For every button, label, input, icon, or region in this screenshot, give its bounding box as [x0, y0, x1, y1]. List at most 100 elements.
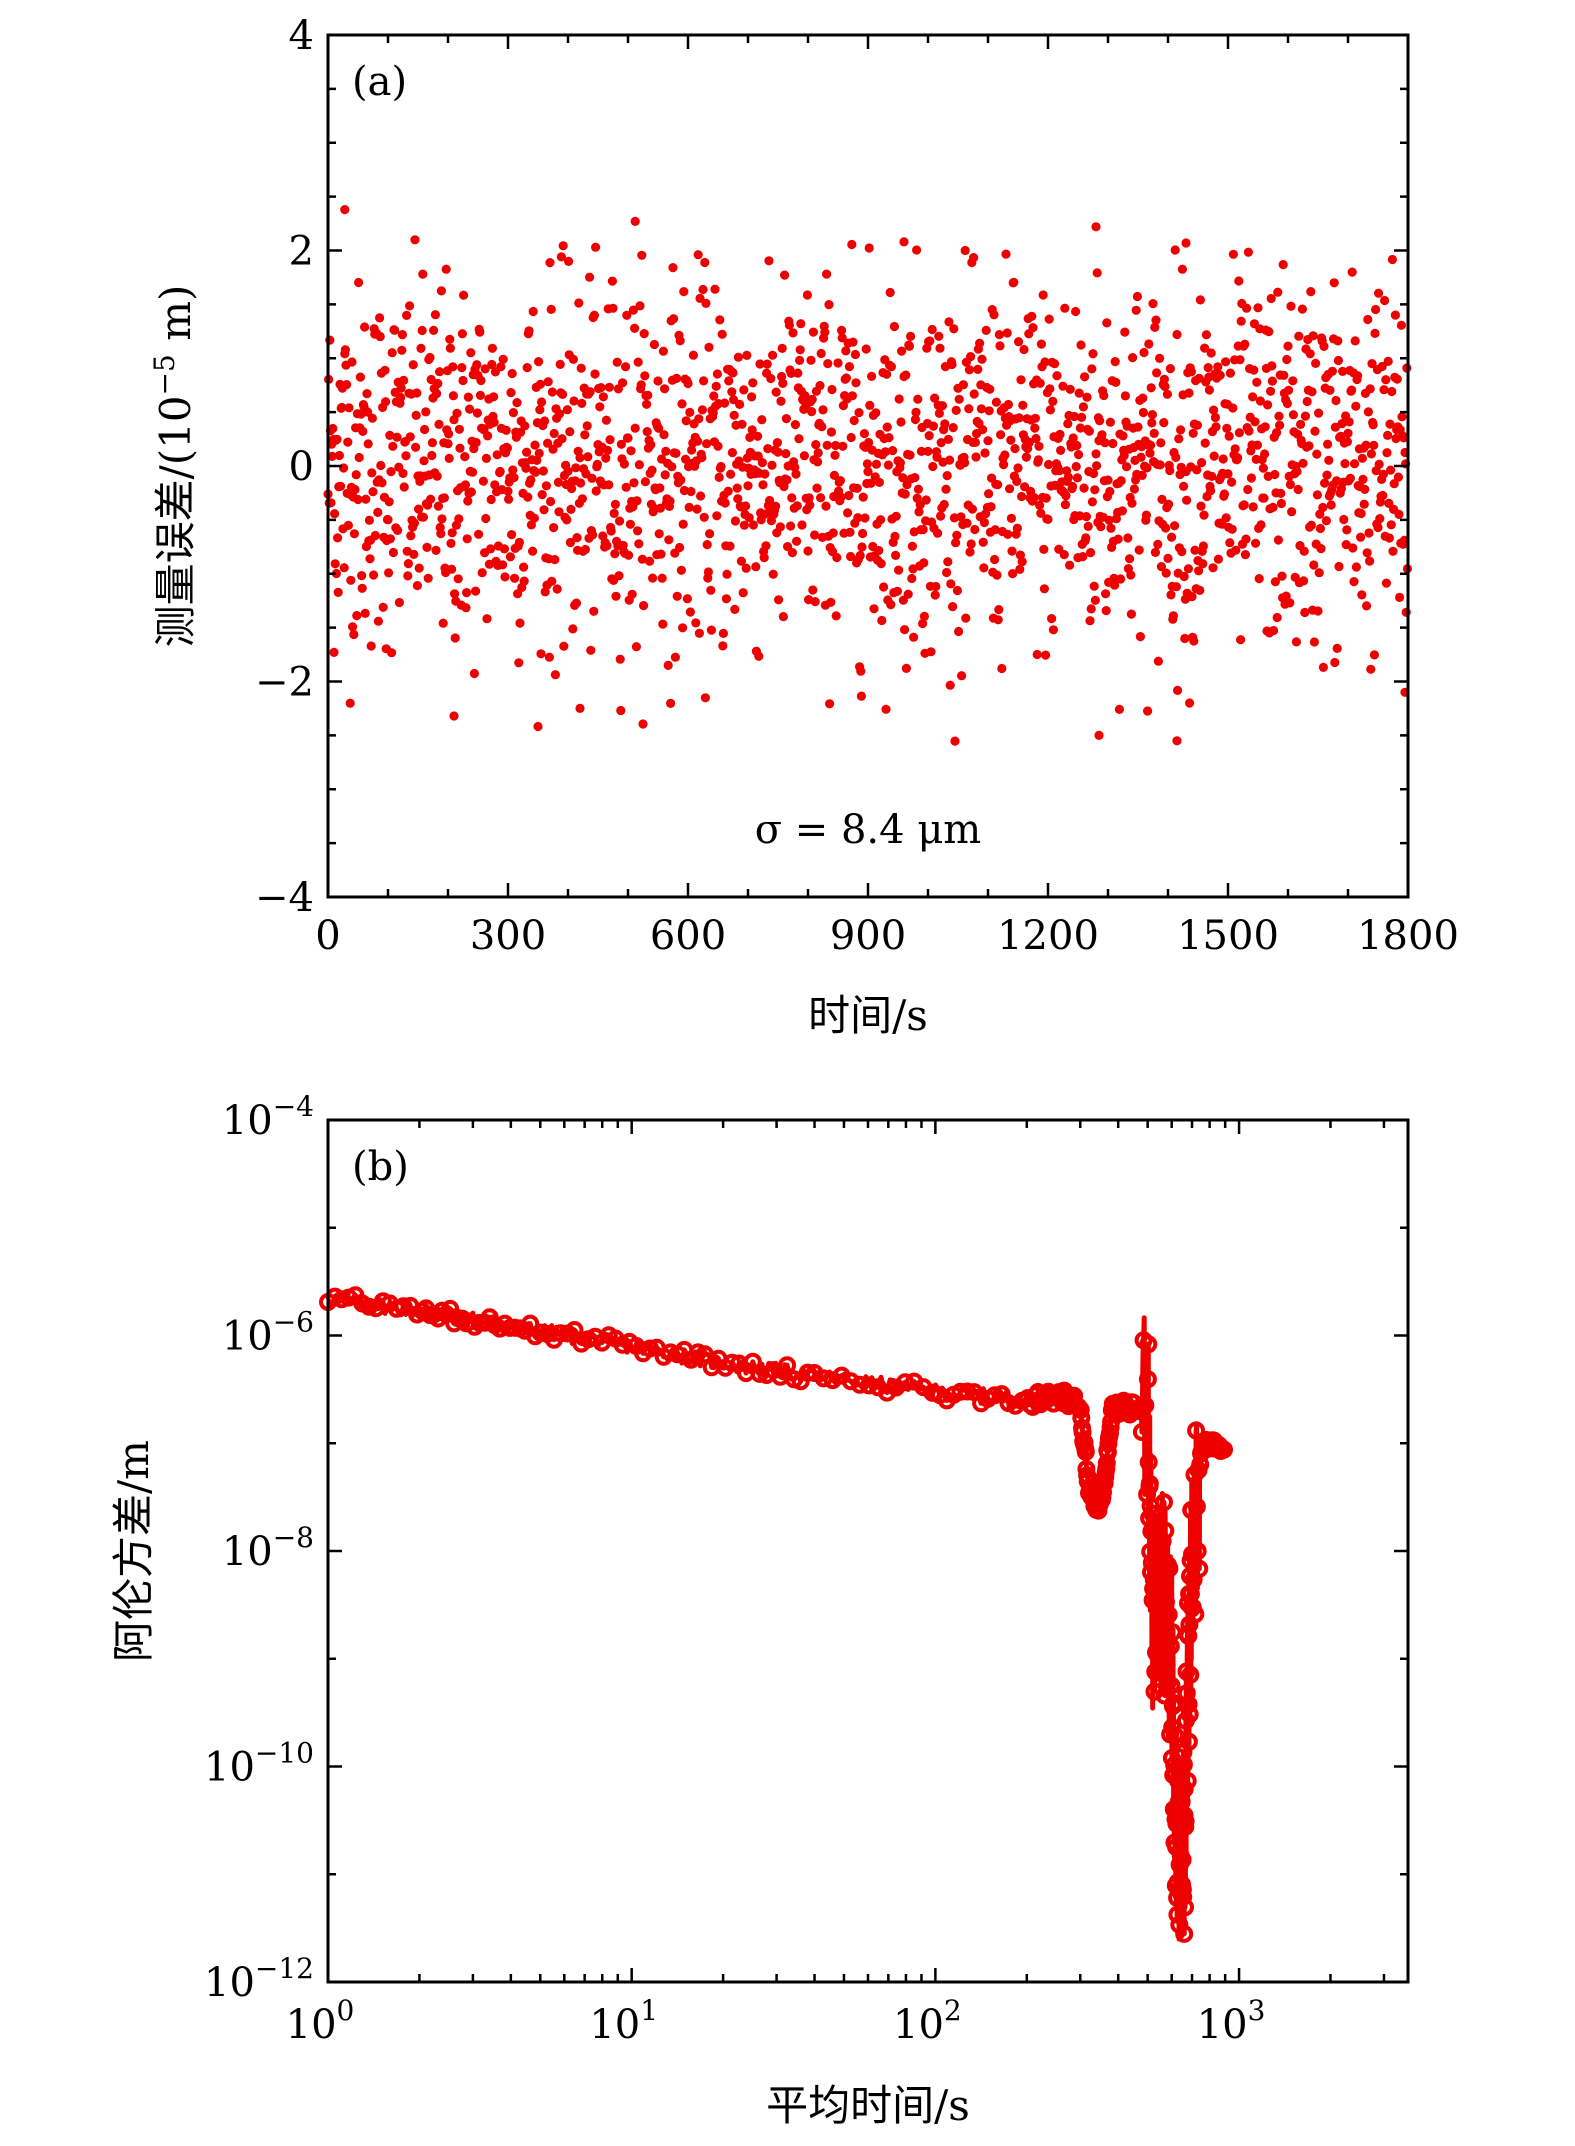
- data-point: [795, 345, 805, 355]
- data-point: [384, 497, 394, 507]
- data-point: [1170, 521, 1180, 531]
- data-point: [759, 553, 769, 563]
- data-point: [515, 618, 525, 628]
- data-point: [1329, 278, 1339, 288]
- data-point: [685, 607, 696, 617]
- data-point: [1385, 419, 1395, 429]
- data-point: [637, 554, 648, 564]
- data-point: [481, 513, 491, 524]
- data-point: [466, 348, 476, 358]
- data-point: [349, 529, 359, 539]
- data-point: [913, 394, 923, 404]
- data-point: [572, 533, 582, 543]
- data-point: [1137, 470, 1147, 480]
- data-point: [700, 257, 710, 268]
- data-point: [462, 534, 472, 544]
- data-point: [501, 425, 511, 435]
- data-point: [360, 608, 370, 619]
- data-point: [1222, 423, 1232, 433]
- data-point: [1296, 419, 1306, 429]
- data-point: [348, 622, 358, 632]
- data-point: [1357, 453, 1367, 463]
- data-point: [1008, 569, 1018, 579]
- data-point: [1179, 1626, 1198, 1645]
- data-point: [1068, 433, 1078, 443]
- data-point: [583, 452, 593, 462]
- data-point: [1108, 438, 1118, 449]
- data-point: [1396, 320, 1406, 330]
- data-point: [1394, 509, 1404, 519]
- data-point: [381, 397, 391, 407]
- data-point: [483, 431, 493, 441]
- data-point: [405, 301, 415, 311]
- data-point: [1255, 396, 1265, 406]
- data-point: [537, 397, 547, 407]
- data-point: [1084, 426, 1094, 436]
- data-point: [793, 368, 803, 378]
- data-point: [985, 384, 995, 394]
- data-point: [821, 501, 831, 511]
- data-point: [1219, 489, 1229, 499]
- data-point: [1365, 556, 1375, 566]
- data-point: [478, 476, 488, 486]
- data-point: [969, 253, 979, 263]
- data-point: [405, 432, 415, 442]
- data-point: [1267, 361, 1277, 371]
- data-point: [935, 343, 945, 353]
- data-point: [1312, 490, 1322, 500]
- data-point: [582, 421, 592, 431]
- data-point: [709, 391, 719, 401]
- data-point: [852, 483, 862, 493]
- data-point: [1172, 329, 1182, 340]
- data-point: [907, 573, 917, 584]
- data-point: [985, 1386, 1004, 1405]
- data-point: [373, 507, 383, 517]
- data-point: [866, 478, 876, 488]
- data-point: [984, 406, 994, 416]
- data-point: [1159, 1605, 1178, 1624]
- data-point: [1014, 337, 1024, 347]
- data-point: [534, 448, 544, 458]
- data-point: [660, 384, 670, 394]
- data-point: [654, 529, 664, 539]
- data-point: [487, 343, 497, 353]
- data-point: [1311, 358, 1321, 368]
- data-point: [822, 269, 832, 279]
- data-point: [539, 505, 549, 515]
- data-point: [1213, 554, 1223, 564]
- data-point: [1386, 465, 1396, 475]
- data-point: [1175, 1780, 1194, 1798]
- data-point: [1380, 295, 1390, 306]
- data-point: [543, 438, 553, 448]
- data-point: [1294, 331, 1304, 341]
- data-point: [1282, 354, 1292, 365]
- data-point: [654, 423, 664, 433]
- data-point: [1056, 445, 1066, 455]
- data-point: [1186, 1605, 1205, 1624]
- data-point: [627, 589, 637, 599]
- data-point: [669, 314, 679, 324]
- data-point: [921, 495, 931, 505]
- data-point: [1316, 544, 1326, 554]
- data-point: [1263, 400, 1273, 410]
- data-point: [636, 380, 646, 390]
- data-point: [1150, 547, 1160, 558]
- data-point: [1003, 399, 1014, 410]
- x-tick-label: 103: [1197, 1994, 1266, 2048]
- data-point: [1287, 507, 1297, 517]
- data-point: [787, 493, 797, 503]
- data-point: [711, 381, 721, 391]
- data-point: [1177, 1684, 1196, 1703]
- data-point: [1187, 592, 1197, 602]
- data-point: [745, 432, 755, 442]
- data-point: [1021, 452, 1031, 462]
- data-point: [580, 430, 590, 440]
- data-point: [701, 298, 711, 308]
- data-point: [697, 453, 707, 463]
- data-point: [747, 392, 757, 402]
- data-point: [806, 355, 816, 365]
- data-point: [1333, 355, 1343, 366]
- data-point: [1198, 559, 1208, 569]
- data-point: [886, 600, 896, 610]
- data-point: [625, 519, 636, 529]
